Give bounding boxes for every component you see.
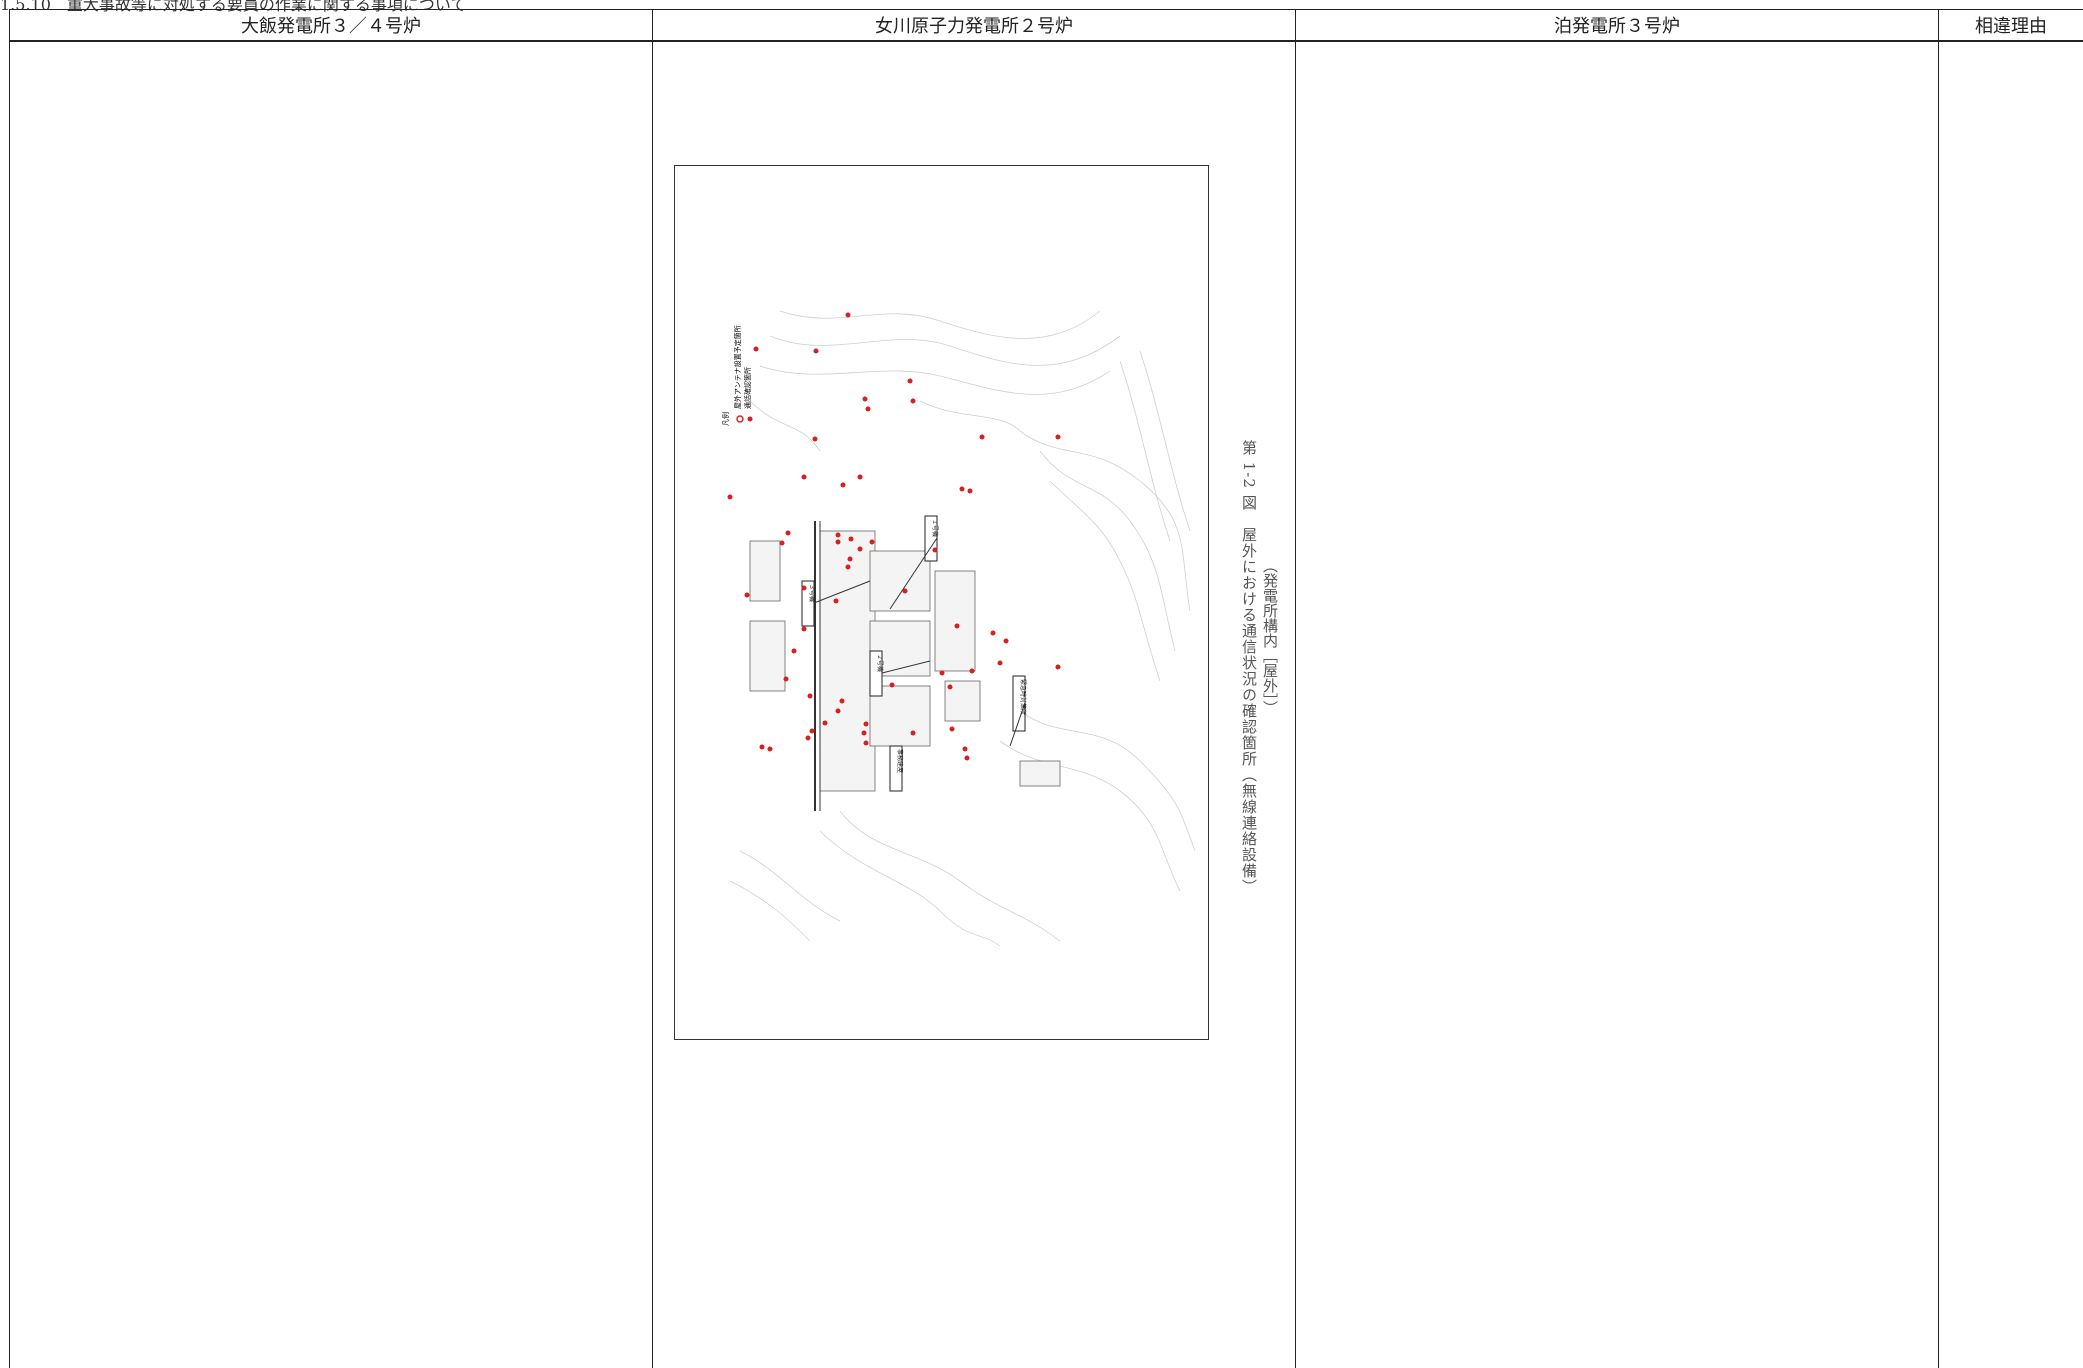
comparison-table: 大飯発電所３／４号炉 女川原子力発電所２号炉 泊発電所３号炉 相違理由 <box>9 9 2083 1368</box>
figure-caption-line1: 第 1-2 図 屋外における通信状況の確認箇所（無線連絡設備） <box>1240 440 1258 895</box>
contour-lines <box>729 310 1196 946</box>
table-header-row: 大飯発電所３／４号炉 女川原子力発電所２号炉 泊発電所３号炉 相違理由 <box>9 9 2083 42</box>
figure-frame: ３号機 ２号機 １号機事務建屋 緊急時対策所 凡例 屋外アンテナ設置予定箇所 通話確認箇… <box>674 165 1209 1040</box>
cell-tomari <box>1295 40 1939 1368</box>
table-body-row: ３号機 ２号機 １号機事務建屋 緊急時対策所 凡例 屋外アンテナ設置予定箇所 通話確認箇… <box>9 40 2083 1368</box>
column-header-ohi: 大飯発電所３／４号炉 <box>9 9 653 42</box>
building-label: ２号機 <box>876 654 884 672</box>
building-label: 事務建屋 <box>896 749 904 773</box>
legend-item-label: 通話確認箇所 <box>743 367 752 409</box>
legend-antenna-marker <box>736 415 744 423</box>
figure-caption-line2: （発電所構内［屋外］） <box>1261 558 1279 716</box>
plant-buildings <box>749 521 1061 811</box>
cell-ohi <box>9 40 653 1368</box>
legend-item-label: 屋外アンテナ設置予定箇所 <box>733 325 742 409</box>
building-label: １号機 <box>931 519 939 537</box>
column-header-onagawa: 女川原子力発電所２号炉 <box>652 9 1296 42</box>
legend-check-marker <box>747 416 753 422</box>
legend-title: 凡例 <box>721 412 730 426</box>
legend: 凡例 屋外アンテナ設置予定箇所 通話確認箇所 <box>721 325 753 426</box>
cell-reason <box>1938 40 2083 1368</box>
check-point-markers <box>727 312 1061 761</box>
cell-onagawa: ３号機 ２号機 １号機事務建屋 緊急時対策所 凡例 屋外アンテナ設置予定箇所 通話確認箇… <box>652 40 1296 1368</box>
column-header-tomari: 泊発電所３号炉 <box>1295 9 1939 42</box>
column-header-reason: 相違理由 <box>1938 9 2083 42</box>
building-label: 緊急時対策所 <box>1019 679 1027 715</box>
building-label: ３号機 <box>808 584 816 602</box>
